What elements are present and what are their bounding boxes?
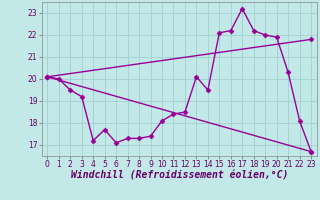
X-axis label: Windchill (Refroidissement éolien,°C): Windchill (Refroidissement éolien,°C) xyxy=(70,171,288,181)
